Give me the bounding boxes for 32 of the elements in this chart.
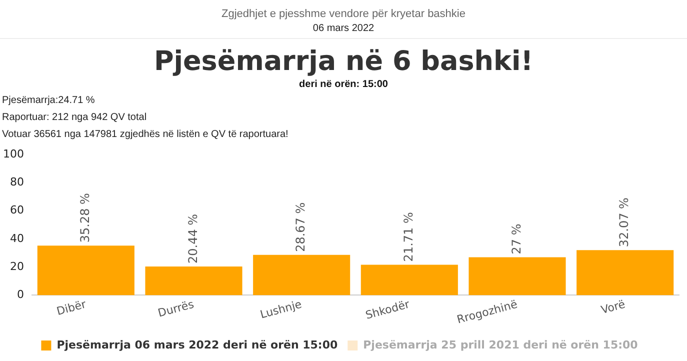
bar: [37, 246, 134, 296]
chart-subtitle: deri në orën: 15:00: [298, 79, 389, 90]
chart-title: Pjesëmarrja në 6 bashki!: [152, 45, 534, 79]
y-tick-label: 0: [16, 288, 24, 302]
bar: [360, 264, 458, 296]
text: Zgjedhjet e pjesshme vendore për kryetar bashkie: [220, 7, 466, 20]
x-tick-label: Vorë: [600, 298, 627, 317]
legend-label: Pjesëmarrja 06 mars 2022 deri në orën 15:00: [56, 338, 338, 352]
y-tick-label: 40: [10, 232, 24, 245]
data-label: 20.44 %: [186, 214, 200, 264]
data-label: 32.07 %: [617, 198, 632, 248]
text: Votuar 36561 nga 147981 zgjedhës në listën e QV të raportuara!: [2, 128, 290, 141]
legend-label: Pjesëmarrja 25 prill 2021 deri në orën 15:00: [363, 338, 638, 352]
bar: [253, 254, 350, 296]
x-tick-label: Lushnje: [258, 298, 304, 322]
bar: [576, 250, 674, 296]
x-tick-label: Dibër: [55, 298, 88, 318]
data-label: 27 %: [509, 224, 524, 254]
text: 06 mars 2022: [312, 23, 376, 34]
x-tick-label: Shkodër: [364, 298, 412, 322]
bar: [468, 257, 566, 296]
text: Pjesëmarrja:24.71 %: [2, 94, 96, 107]
y-tick-label: 20: [10, 260, 24, 273]
y-tick-label: 60: [10, 204, 24, 217]
data-label: 28.67 %: [294, 202, 308, 252]
data-label: 35.28 %: [78, 193, 92, 243]
y-tick-label: 100: [2, 147, 24, 160]
bar: [145, 266, 242, 296]
text: Raportuar: 212 nga 942 QV total: [2, 111, 148, 124]
x-tick-label: Durrës: [156, 298, 196, 320]
y-tick-label: 80: [10, 176, 24, 189]
data-label: 21.71 %: [402, 212, 416, 262]
